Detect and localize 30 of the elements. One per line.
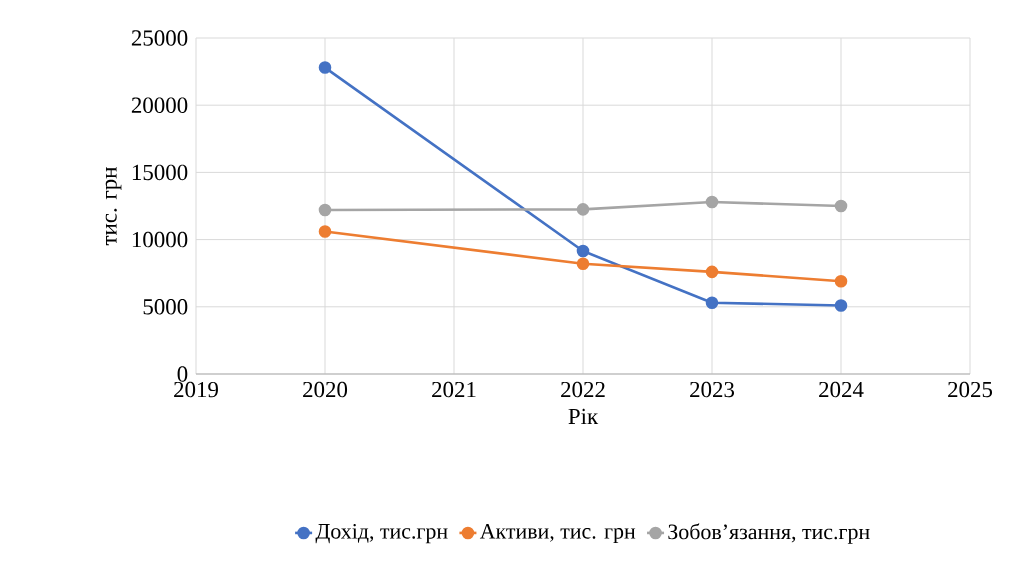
x-tick-label: 2022 — [561, 381, 605, 398]
x-tick-label: 2021 — [432, 381, 476, 398]
x-tick-label: 2019 — [174, 381, 218, 398]
point — [705, 296, 719, 310]
point — [318, 203, 332, 217]
x-tick-label: 2024 — [819, 381, 864, 398]
x-axis-title: Рік — [568, 408, 599, 424]
point — [705, 265, 719, 279]
y-tick-label: 10000 — [132, 231, 188, 248]
point — [576, 244, 590, 258]
legend-label: Активи, тис. грн — [479, 523, 636, 544]
y-tick-label: 15000 — [132, 164, 188, 181]
y-tick-label: 20000 — [131, 97, 188, 113]
y-tick-label: 25000 — [131, 30, 188, 46]
point — [576, 203, 590, 216]
point — [834, 199, 848, 213]
y-axis-title: тис. грн — [105, 167, 122, 246]
point — [705, 195, 719, 209]
x-tick-label: 2023 — [690, 381, 735, 398]
y-tick-label: 0 — [177, 366, 188, 382]
y-tick-label: 5000 — [143, 299, 188, 315]
point — [834, 299, 848, 312]
point — [834, 274, 848, 288]
legend-label: Дохід, тис.грн — [315, 523, 448, 544]
point — [318, 225, 332, 238]
point — [318, 61, 332, 74]
x-tick-label: 2025 — [948, 381, 993, 398]
legend-label: Зобов’язання, тис.грн — [668, 523, 870, 544]
x-tick-label: 2020 — [303, 381, 348, 398]
point — [576, 257, 590, 271]
